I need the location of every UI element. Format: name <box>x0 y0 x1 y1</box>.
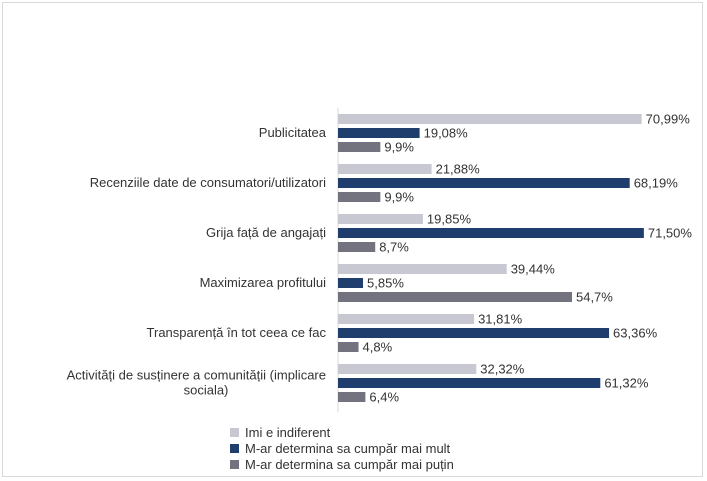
data-label: 21,88% <box>436 162 481 177</box>
data-label: 19,08% <box>424 126 469 141</box>
category-label: Activități de susținere a comunității (i… <box>67 368 326 398</box>
bar <box>338 128 420 138</box>
category-label: Recenziile date de consumatori/utilizato… <box>90 175 326 190</box>
bar <box>338 114 642 124</box>
data-label: 71,50% <box>648 226 693 241</box>
data-label: 19,85% <box>427 212 472 227</box>
legend-swatch <box>230 428 239 437</box>
data-label: 9,9% <box>384 190 414 205</box>
legend-entry: M-ar determina sa cumpăr mai puțin <box>245 457 454 472</box>
bar <box>338 242 376 252</box>
category-label-line: Recenziile date de consumatori/utilizato… <box>90 175 326 190</box>
bar <box>338 392 366 402</box>
data-label: 54,7% <box>576 290 613 305</box>
category-label-line: sociala) <box>184 383 229 398</box>
legend-swatch <box>230 444 239 453</box>
data-label: 5,85% <box>367 276 404 291</box>
bar <box>338 328 610 338</box>
bar <box>338 292 572 302</box>
data-label: 9,9% <box>384 140 414 155</box>
legend-entry: Imi e indiferent <box>245 425 331 440</box>
data-label: 4,8% <box>363 340 393 355</box>
bar <box>338 178 630 188</box>
category-label: Grija față de angajați <box>206 225 326 240</box>
data-label: 32,32% <box>480 362 525 377</box>
data-label: 6,4% <box>369 390 399 405</box>
category-label: Maximizarea profitului <box>200 275 327 290</box>
bar <box>338 342 359 352</box>
category-label-line: Grija față de angajați <box>206 225 326 240</box>
bar <box>338 364 477 374</box>
data-label: 8,7% <box>379 240 409 255</box>
bar <box>338 164 432 174</box>
category-label-line: Publicitatea <box>259 125 327 140</box>
data-label: 70,99% <box>646 112 691 127</box>
legend-swatch <box>230 460 239 469</box>
category-label: Transparență în tot ceea ce fac <box>147 325 327 340</box>
data-label: 63,36% <box>613 326 658 341</box>
category-label-line: Maximizarea profitului <box>200 275 327 290</box>
category-label: Publicitatea <box>259 125 327 140</box>
data-label: 68,19% <box>634 176 679 191</box>
data-label: 31,81% <box>478 312 523 327</box>
bar <box>338 264 507 274</box>
legend-entry: M-ar determina sa cumpăr mai mult <box>245 441 451 456</box>
bar <box>338 192 381 202</box>
bar <box>338 278 364 288</box>
data-label: 61,32% <box>604 376 649 391</box>
category-label-line: Transparență în tot ceea ce fac <box>147 325 327 340</box>
bar <box>338 142 381 152</box>
bar <box>338 378 601 388</box>
bar <box>338 214 423 224</box>
data-label: 39,44% <box>511 262 556 277</box>
bar <box>338 314 475 324</box>
category-label-line: Activități de susținere a comunității (i… <box>67 368 326 383</box>
bar <box>338 228 644 238</box>
